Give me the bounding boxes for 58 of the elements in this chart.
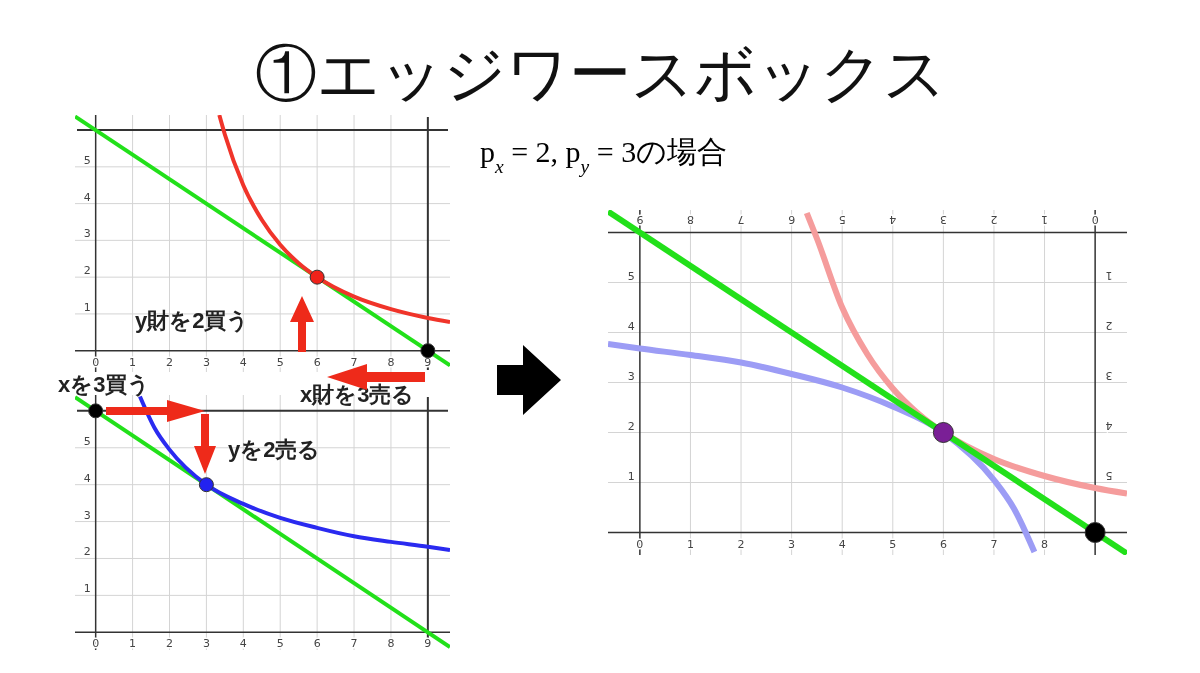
x-tick-label: 5	[889, 537, 897, 551]
x-tick-label: 4	[239, 355, 247, 369]
y2-tick-label: 4	[1105, 418, 1113, 432]
y-tick-label: 5	[83, 153, 91, 167]
y-tick-label: 1	[83, 582, 91, 596]
x2-tick-label: 0	[1091, 213, 1099, 226]
x-tick-label: 4	[838, 537, 846, 551]
y2-tick-label: 1	[1105, 268, 1113, 282]
y-tick-label: 1	[83, 300, 91, 314]
x-tick-label: 6	[313, 637, 321, 651]
y2-tick-label: 5	[1105, 468, 1113, 482]
x-tick-label: 7	[990, 537, 998, 551]
x2-tick-label: 9	[636, 213, 644, 226]
x-tick-label: 2	[165, 637, 173, 651]
x-tick-label: 5	[276, 637, 284, 651]
x-tick-label: 3	[788, 537, 796, 551]
x2-tick-label: 5	[838, 213, 846, 226]
x-tick-label: 2	[737, 537, 745, 551]
x-tick-label: 8	[1041, 537, 1049, 551]
x-tick-label: 5	[276, 355, 284, 369]
x-tick-label: 1	[129, 637, 137, 651]
x-tick-label: 2	[165, 355, 173, 369]
y-tick-label: 4	[627, 319, 635, 333]
x2-tick-label: 8	[686, 213, 694, 226]
y-tick-label: 3	[83, 508, 91, 522]
chart-subtitle: p$_{x}$ = 2, p$_{y}$ = 3の場合	[480, 135, 728, 177]
y-tick-label: 2	[627, 419, 635, 433]
y-tick-label: 3	[627, 369, 635, 383]
x-tick-label: 6	[313, 355, 321, 369]
text: ①エッジワースボックス	[254, 39, 946, 108]
y-tick-label: 1	[627, 469, 635, 483]
y-tick-label: 3	[83, 227, 91, 241]
y2-tick-label: 3	[1105, 368, 1113, 382]
x2-tick-label: 1	[1041, 213, 1049, 226]
x-tick-label: 6	[939, 537, 947, 551]
x-tick-label: 3	[202, 637, 210, 651]
x2-tick-label: 6	[788, 213, 796, 226]
annotation: xを3買う	[58, 372, 151, 397]
x-tick-label: 3	[202, 355, 210, 369]
x-tick-label: 8	[387, 355, 395, 369]
x2-tick-label: 4	[889, 213, 897, 226]
x-tick-label: 1	[686, 537, 694, 551]
y2-tick-label: 2	[1105, 318, 1113, 332]
y-tick-label: 4	[83, 190, 91, 204]
y-tick-label: 5	[83, 434, 91, 448]
x-tick-label: 4	[239, 637, 247, 651]
y-tick-label: 2	[83, 264, 91, 278]
y-tick-label: 5	[627, 269, 635, 283]
annotation: y財を2買う	[135, 308, 250, 333]
x2-tick-label: 2	[990, 213, 998, 226]
x2-tick-label: 3	[939, 213, 947, 226]
annotation: yを2売る	[228, 437, 321, 462]
x-tick-label: 8	[387, 637, 395, 651]
x-tick-label: 7	[350, 637, 358, 651]
y-tick-label: 4	[83, 471, 91, 485]
x2-tick-label: 7	[737, 213, 745, 226]
x-tick-label: 1	[129, 355, 137, 369]
x-tick-label: 7	[350, 355, 358, 369]
